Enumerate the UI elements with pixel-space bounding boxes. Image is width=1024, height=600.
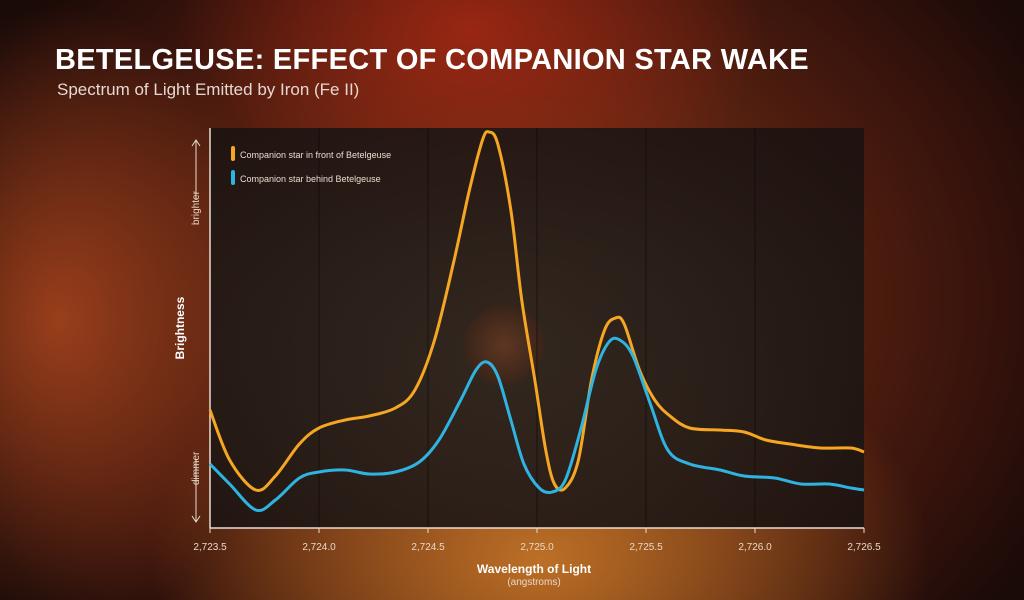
legend-swatch <box>231 146 235 161</box>
x-axis-unit: (angstroms) <box>507 577 560 588</box>
y-bottom-label: dimmer <box>191 451 202 485</box>
legend-label: Companion star in front of Betelgeuse <box>240 150 391 160</box>
x-tick-label: 2,724.0 <box>302 542 336 553</box>
x-tick-label: 2,726.5 <box>847 542 881 553</box>
x-tick-label: 2,725.5 <box>629 542 663 553</box>
dimmer-arrow-head <box>191 515 201 523</box>
series-line-front <box>208 130 865 492</box>
brighter-arrow-head <box>191 139 201 147</box>
x-tick-label: 2,723.5 <box>193 542 227 553</box>
y-axis-label: Brightness <box>173 296 187 359</box>
chart-subtitle: Spectrum of Light Emitted by Iron (Fe II… <box>57 80 360 99</box>
chart-title: BETELGEUSE: EFFECT OF COMPANION STAR WAK… <box>55 44 809 76</box>
star-image <box>464 305 544 385</box>
x-axis-label: Wavelength of Light <box>477 562 591 576</box>
x-tick-label: 2,724.5 <box>411 542 445 553</box>
x-tick-label: 2,726.0 <box>738 542 772 553</box>
y-top-label: brighter <box>191 190 202 225</box>
x-tick-label: 2,725.0 <box>520 542 554 553</box>
series-line-behind <box>208 336 865 513</box>
legend-swatch <box>231 170 235 185</box>
legend-label: Companion star behind Betelgeuse <box>240 174 381 184</box>
